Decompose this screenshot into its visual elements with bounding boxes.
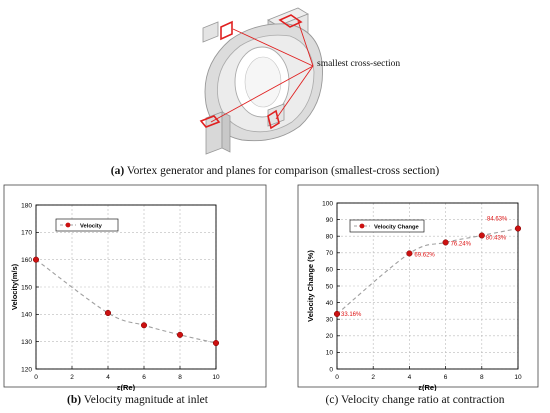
caption-c-letter: (c) — [325, 394, 339, 406]
x-tick-label: 6 — [142, 374, 146, 381]
y-tick-label: 100 — [322, 200, 333, 207]
legend-label: Velocity Change — [374, 224, 420, 230]
x-tick-label: 0 — [34, 374, 38, 381]
caption-c: (c) Velocity change ratio at contraction — [280, 394, 550, 406]
y-tick-label: 70 — [326, 250, 334, 257]
left-stub — [202, 21, 219, 43]
swirl-body — [204, 23, 323, 142]
data-point — [176, 331, 184, 338]
data-label: 76.24% — [451, 241, 472, 247]
x-tick-label: 8 — [480, 374, 484, 381]
caption-a-letter: (a) — [110, 165, 125, 177]
legend-label: Velocity — [80, 223, 103, 229]
vortex-generator-drawing — [199, 7, 323, 155]
caption-c-text: Velocity change ratio at contraction — [338, 394, 505, 406]
data-point — [333, 310, 341, 318]
data-point — [32, 256, 40, 263]
caption-a-text: Vortex generator and planes for comparis… — [124, 165, 440, 177]
x-tick-label: 2 — [70, 374, 74, 381]
chart-frame — [3, 184, 267, 388]
x-tick-label: 6 — [444, 374, 448, 381]
legend-marker — [359, 223, 365, 229]
bottom-right-stub — [267, 103, 285, 127]
y-tick-label: 170 — [21, 230, 32, 237]
x-axis-label: ε(Re) — [418, 383, 437, 391]
y-tick-label: 0 — [329, 366, 333, 373]
data-point — [514, 225, 522, 232]
callout-label: smallest cross-section — [317, 59, 401, 69]
legend-box — [55, 218, 119, 232]
y-tick-label: 50 — [326, 283, 334, 290]
y-tick-label: 160 — [21, 257, 32, 264]
caption-b: (b) Velocity magnitude at inlet — [0, 394, 275, 406]
data-point — [104, 309, 112, 317]
data-label: 33.16% — [341, 312, 362, 318]
data-label: 80.43% — [486, 235, 507, 241]
y-tick-label: 90 — [326, 217, 334, 224]
plane-bottom-left — [199, 115, 221, 128]
x-tick-label: 10 — [212, 374, 220, 381]
plane-top-right — [278, 14, 303, 28]
data-point — [212, 339, 220, 347]
y-tick-label: 20 — [326, 333, 334, 340]
y-axis-label: Velocity Change (%) — [306, 250, 315, 322]
x-tick-label: 0 — [335, 374, 339, 381]
legend-marker — [65, 222, 71, 228]
plot-area-border — [35, 204, 217, 370]
data-point — [478, 232, 485, 239]
y-tick-label: 80 — [326, 234, 334, 241]
callout-lines — [210, 20, 314, 123]
y-tick-label: 120 — [21, 366, 32, 373]
caption-b-text: Velocity magnitude at inlet — [81, 394, 208, 406]
y-tick-label: 130 — [21, 339, 32, 346]
data-point — [442, 239, 449, 246]
data-label: 69.62% — [414, 252, 435, 258]
y-tick-label: 10 — [326, 350, 334, 357]
x-tick-label: 2 — [371, 374, 375, 381]
caption-a: (a) Vortex generator and planes for comp… — [0, 165, 550, 177]
y-tick-label: 140 — [21, 312, 32, 319]
y-tick-label: 180 — [21, 202, 32, 209]
y-tick-label: 40 — [326, 300, 334, 307]
data-point — [140, 322, 148, 329]
data-point — [406, 250, 413, 257]
x-tick-label: 8 — [178, 374, 182, 381]
cross-section-planes — [199, 14, 303, 130]
x-tick-label: 4 — [106, 374, 110, 381]
x-axis-label: ε(Re) — [117, 383, 136, 391]
y-tick-label: 60 — [326, 267, 334, 274]
caption-b-letter: (b) — [67, 394, 82, 406]
velocity-chart: 0 2 4 6 8 10 120 130 140 150 160 170 180 ε(Re) Velocit… — [3, 184, 267, 391]
plot-area-border — [336, 202, 519, 370]
x-tick-label: 4 — [408, 374, 412, 381]
velocity-change-chart: 0 2 4 6 8 100102030405060708090100ε(Re)Veloci… — [297, 184, 539, 391]
plane-top-left — [220, 20, 233, 41]
y-axis-label: Velocity(m/s) — [10, 263, 19, 310]
series-line — [336, 227, 519, 315]
y-tick-label: 30 — [326, 317, 334, 324]
plane-bottom-right — [267, 109, 280, 130]
y-tick-label: 150 — [21, 284, 32, 291]
x-tick-label: 10 — [514, 374, 522, 381]
legend-box — [349, 219, 425, 233]
data-label: 84.63% — [487, 217, 508, 223]
